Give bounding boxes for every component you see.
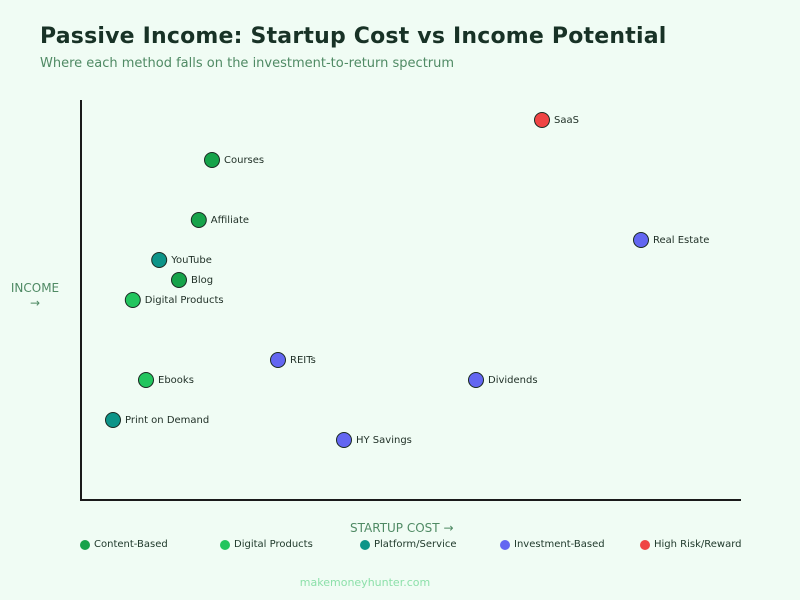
- y-axis-label: INCOME →: [10, 281, 60, 310]
- legend-label: High Risk/Reward: [654, 539, 742, 550]
- chart-subtitle: Where each method falls on the investmen…: [40, 56, 455, 71]
- point-courses: [204, 152, 220, 168]
- legend-label: Platform/Service: [374, 539, 457, 550]
- point-label-digital-products: Digital Products: [145, 295, 224, 306]
- point-ebooks: [138, 372, 154, 388]
- point-label-affiliate: Affiliate: [211, 215, 249, 226]
- footer-watermark: makemoneyhunter.com: [299, 576, 431, 589]
- legend-item-investment-based: Investment-Based: [500, 539, 605, 550]
- point-label-ebooks: Ebooks: [158, 375, 194, 386]
- point-label-saas: SaaS: [554, 115, 579, 126]
- chart-title: Passive Income: Startup Cost vs Income P…: [40, 24, 667, 49]
- legend-item-high-risk-reward: High Risk/Reward: [640, 539, 742, 550]
- point-label-blog: Blog: [191, 275, 213, 286]
- legend-swatch: [500, 539, 510, 550]
- point-label-print-on-demand: Print on Demand: [125, 415, 209, 426]
- data-points: SaaS Courses Affiliate Real Estate YouTube Bl…: [105, 112, 709, 448]
- legend-swatch: [80, 539, 90, 550]
- point-dividends: [468, 372, 484, 388]
- legend-swatch: [220, 539, 230, 550]
- legend-item-digital-products: Digital Products: [220, 539, 313, 550]
- point-reits: [270, 352, 286, 368]
- x-axis-label: STARTUP COST →: [350, 521, 454, 535]
- point-label-reits: REITs: [290, 355, 316, 366]
- point-hy-savings: [336, 432, 352, 448]
- point-digital-products: [124, 292, 141, 308]
- legend-item-content-based: Content-Based: [80, 539, 168, 550]
- point-label-courses: Courses: [224, 155, 264, 166]
- point-print-on-demand: [105, 412, 121, 428]
- point-saas: [534, 112, 550, 128]
- point-blog: [171, 272, 187, 288]
- point-youtube: [151, 252, 168, 268]
- legend-label: Digital Products: [234, 539, 313, 550]
- point-label-youtube: YouTube: [170, 255, 212, 266]
- point-affiliate: [190, 212, 207, 228]
- legend-swatch: [640, 539, 650, 550]
- point-label-real-estate: Real Estate: [653, 235, 709, 246]
- legend: Content-Based Digital Products Platform/Se…: [80, 539, 780, 553]
- legend-label: Content-Based: [94, 539, 168, 550]
- point-label-dividends: Dividends: [488, 375, 538, 386]
- legend-item-platform-service: Platform/Service: [360, 539, 457, 550]
- legend-label: Investment-Based: [514, 539, 605, 550]
- point-real-estate: [633, 232, 649, 248]
- legend-swatch: [360, 539, 370, 550]
- point-label-hy-savings: HY Savings: [356, 435, 412, 446]
